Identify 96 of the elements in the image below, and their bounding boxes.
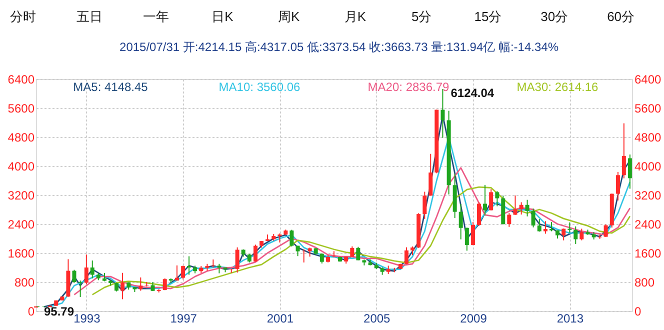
candlestick bbox=[458, 203, 463, 240]
candlestick bbox=[464, 227, 469, 252]
x-tick-label: 1997 bbox=[170, 312, 198, 326]
candlestick bbox=[446, 110, 451, 195]
y-tick-label: 4000 bbox=[8, 160, 35, 174]
text: MA30: 2614.16 bbox=[516, 80, 599, 94]
candlestick bbox=[476, 202, 481, 226]
candlestick bbox=[495, 190, 500, 207]
candlestick bbox=[84, 254, 88, 285]
candlestick bbox=[616, 171, 620, 201]
y-tick-label: 5600 bbox=[8, 102, 35, 116]
candlestick bbox=[434, 109, 439, 174]
candlestick bbox=[302, 248, 306, 263]
candlestick bbox=[235, 246, 240, 274]
annotation: 95.79 bbox=[44, 304, 74, 319]
y2-tick-label: 5600 bbox=[634, 102, 662, 116]
y2-tick-label: 3200 bbox=[634, 188, 662, 202]
y2-tick-label: 2400 bbox=[634, 218, 662, 232]
candlestick bbox=[452, 173, 457, 218]
candlestick bbox=[489, 188, 494, 211]
line-series bbox=[74, 167, 631, 296]
text: 60分 bbox=[607, 9, 635, 24]
candlestick bbox=[162, 278, 167, 291]
y2-tick-label: 1600 bbox=[634, 246, 662, 260]
candlestick bbox=[574, 226, 578, 244]
x-tick-label: 2009 bbox=[460, 312, 488, 326]
candlestick bbox=[278, 232, 282, 243]
candlestick bbox=[422, 191, 427, 220]
candlestick bbox=[622, 122, 626, 179]
y-tick-label: 0 bbox=[28, 304, 35, 318]
candlestick bbox=[416, 212, 421, 248]
y-tick-label: 6400 bbox=[8, 72, 35, 86]
line-series bbox=[92, 186, 631, 296]
candlestick bbox=[254, 244, 258, 262]
text: 一年 bbox=[143, 9, 169, 24]
text: 30分 bbox=[540, 9, 568, 24]
chart-subtitle: 2015/07/31 开:4214.15 高:4317.05 低:3373.54 收:3663.73 量:131.94亿 幅:-14.34% bbox=[120, 40, 559, 54]
text: MA5: 4148.45 bbox=[73, 80, 148, 94]
candlestick bbox=[507, 212, 512, 228]
y-tick-label: 3200 bbox=[8, 188, 35, 202]
candlestick bbox=[549, 222, 554, 232]
text: 15分 bbox=[474, 9, 502, 24]
text: MA20: 2836.79 bbox=[368, 80, 450, 94]
candlestick bbox=[350, 246, 354, 258]
candlestick bbox=[610, 193, 614, 228]
candlestick bbox=[320, 253, 324, 264]
candlestick bbox=[537, 218, 542, 232]
text: 日K bbox=[212, 9, 234, 24]
x-tick-label: 1993 bbox=[74, 312, 101, 326]
candlestick bbox=[580, 228, 584, 241]
candlestick bbox=[531, 208, 536, 228]
candlestick bbox=[404, 246, 408, 265]
y2-tick-label: 4000 bbox=[634, 160, 662, 174]
candlestick bbox=[471, 222, 476, 246]
candlestick bbox=[501, 195, 506, 225]
candlestick bbox=[568, 222, 572, 234]
candlestick bbox=[120, 272, 125, 300]
y-tick-label: 4800 bbox=[8, 130, 35, 144]
y2-tick-label: 0 bbox=[634, 304, 642, 318]
x-tick-label: 2005 bbox=[364, 312, 391, 326]
annotation: 6124.04 bbox=[450, 86, 494, 100]
candlestick bbox=[66, 258, 70, 298]
candlestick bbox=[229, 268, 234, 274]
text: MA10: 3560.06 bbox=[218, 80, 301, 94]
text: 5分 bbox=[411, 9, 432, 24]
y-tick-label: 1600 bbox=[8, 246, 35, 260]
candlestick bbox=[181, 265, 186, 280]
candlestick bbox=[290, 229, 294, 247]
y-tick-label: 2400 bbox=[8, 218, 35, 232]
candlestick bbox=[513, 195, 518, 216]
candlestick bbox=[90, 260, 94, 279]
text: 分时 bbox=[10, 9, 36, 24]
candlestick bbox=[483, 184, 487, 216]
y2-tick-label: 6400 bbox=[634, 72, 662, 86]
candlestick bbox=[138, 276, 143, 292]
candlestick bbox=[217, 263, 222, 274]
candlestick bbox=[72, 269, 76, 284]
y-tick-label: 800 bbox=[14, 276, 35, 290]
candlestick bbox=[187, 256, 192, 276]
text: 周K bbox=[278, 9, 300, 24]
text: 五日 bbox=[76, 9, 103, 24]
candlestick bbox=[296, 245, 300, 257]
y2-tick-label: 4800 bbox=[634, 130, 662, 144]
candlestick bbox=[519, 202, 524, 216]
candlestick bbox=[150, 282, 155, 292]
y2-tick-label: 800 bbox=[634, 276, 655, 290]
candlestick bbox=[543, 220, 548, 234]
candlestick bbox=[525, 199, 530, 217]
candlestick bbox=[211, 258, 216, 268]
candlestick bbox=[428, 153, 433, 196]
candlestick bbox=[356, 246, 360, 261]
x-tick-label: 2013 bbox=[556, 312, 584, 326]
candlestick bbox=[604, 224, 608, 238]
x-tick-label: 2001 bbox=[266, 312, 294, 326]
text: 月K bbox=[344, 9, 366, 24]
candlestick bbox=[562, 228, 566, 241]
